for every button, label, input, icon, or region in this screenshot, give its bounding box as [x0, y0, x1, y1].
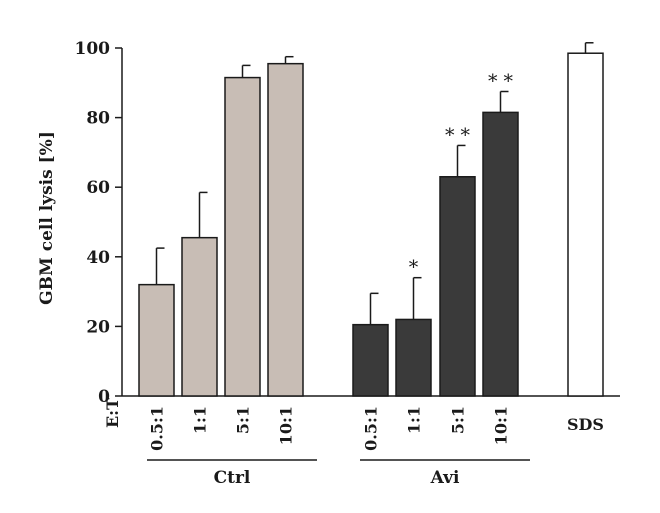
bar [267, 62, 304, 397]
y-axis-label: GBM cell lysis [%] [37, 131, 57, 305]
category-label: 5:1 [449, 406, 468, 434]
significance-marker: * * [445, 124, 471, 146]
bar [482, 111, 519, 397]
y-tick-label: 40 [86, 248, 110, 268]
category-label: 1:1 [191, 406, 210, 434]
category-label: 10:1 [492, 406, 511, 445]
bar [395, 318, 432, 397]
bar [138, 283, 175, 397]
category-label: 10:1 [277, 406, 296, 445]
x-axis-label: E:T [103, 398, 122, 428]
category-label: 5:1 [234, 406, 253, 434]
category-label: 0.5:1 [148, 406, 167, 451]
category-label: SDS [567, 415, 604, 434]
significance-marker: * * [488, 71, 514, 93]
significance-marker: * [409, 257, 419, 279]
bars: * * * * * [138, 42, 604, 397]
bar [224, 76, 261, 397]
category-labels: 0.5:1 1:1 5:1 10:1 0.5:1 1:1 5:1 10:1 SDS [148, 406, 604, 451]
y-tick-label: 0 [98, 387, 110, 407]
y-tick-label: 20 [86, 317, 110, 337]
bar [439, 176, 476, 397]
group-labels: Ctrl Avi [147, 459, 530, 488]
group-label: Ctrl [214, 468, 251, 488]
bar [181, 236, 218, 397]
category-label: 1:1 [405, 406, 424, 434]
category-label: 0.5:1 [362, 406, 381, 451]
group-label: Avi [430, 468, 460, 488]
y-tick-label: 80 [86, 109, 110, 129]
bar [567, 52, 604, 397]
bar [352, 323, 389, 397]
y-tick-label: 60 [86, 178, 110, 198]
y-tick-label: 100 [75, 39, 111, 59]
